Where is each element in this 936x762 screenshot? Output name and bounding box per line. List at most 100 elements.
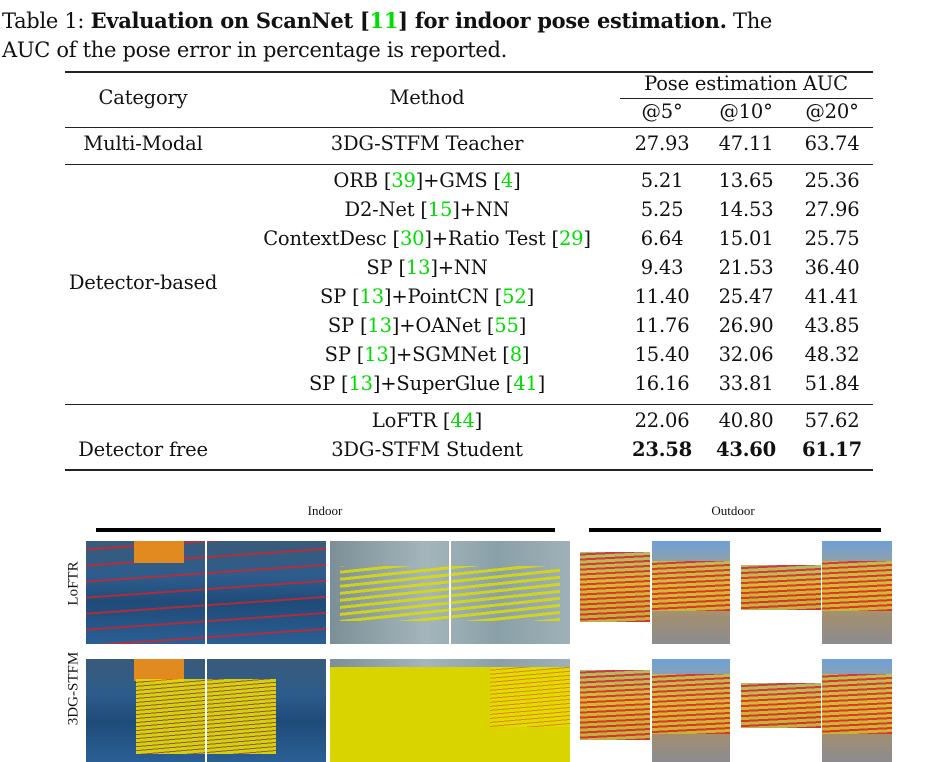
outdoor-scene-1-loftr-left xyxy=(580,552,650,622)
method-text: ] xyxy=(518,314,527,337)
indoor-label: Indoor xyxy=(307,503,343,518)
method-text: ]+SGMNet [ xyxy=(388,343,510,366)
citation-link[interactable]: 13 xyxy=(405,256,431,279)
indoor-scene-1-3dg-stfm-image xyxy=(86,659,326,762)
citation-link[interactable]: 52 xyxy=(502,285,527,308)
citation-link[interactable]: 44 xyxy=(450,409,475,432)
indoor-scene-1-loftr-image xyxy=(86,541,326,644)
auc-value-cell: 40.80 xyxy=(718,409,774,432)
method-text: ] xyxy=(474,409,483,432)
category-cell: Multi-Modal xyxy=(83,132,203,155)
header-pose-auc: Pose estimation AUC xyxy=(644,72,848,95)
method-cell: ORB [39]+GMS [4] xyxy=(333,169,520,192)
auc-value-cell: 26.90 xyxy=(718,314,774,337)
method-text: ]+GMS [ xyxy=(415,169,501,192)
header-threshold: @20° xyxy=(805,100,859,123)
auc-value-cell: 16.16 xyxy=(634,372,690,395)
outdoor-label: Outdoor xyxy=(711,503,755,518)
auc-value-cell: 11.76 xyxy=(634,314,690,337)
indoor-bar xyxy=(96,528,555,532)
method-cell: SP [13]+PointCN [52] xyxy=(320,285,534,308)
auc-value-cell: 27.96 xyxy=(804,198,860,221)
citation-link[interactable]: 30 xyxy=(399,227,425,250)
method-cell: D2-Net [15]+NN xyxy=(345,198,510,221)
auc-value-cell: 21.53 xyxy=(718,256,774,279)
citation-link[interactable]: 13 xyxy=(364,343,389,366)
citation-link[interactable]: 4 xyxy=(500,169,514,192)
auc-value-cell: 22.06 xyxy=(634,409,690,432)
method-cell: 3DG-STFM Teacher xyxy=(330,132,524,155)
group-rule xyxy=(65,404,873,405)
header-cmidrule xyxy=(620,98,873,99)
method-text: ] xyxy=(513,169,521,192)
auc-value-cell: 15.40 xyxy=(634,343,690,366)
outdoor-scene-2-loftr-left xyxy=(741,565,821,610)
indoor-scene-2-3dg-stfm-image xyxy=(330,659,570,762)
group-rule xyxy=(65,164,873,165)
header-category: Category xyxy=(98,86,188,109)
method-text: ]+PointCN [ xyxy=(383,285,503,308)
header-threshold: @10° xyxy=(719,100,773,123)
method-text: ] xyxy=(537,372,546,395)
auc-value-cell: 15.01 xyxy=(718,227,774,250)
citation-link[interactable]: 8 xyxy=(509,343,522,366)
method-text: SP [ xyxy=(366,256,406,279)
auc-value-cell: 27.93 xyxy=(634,132,690,155)
auc-value-cell: 63.74 xyxy=(804,132,860,155)
outdoor-scene-2-loftr-right xyxy=(822,541,892,644)
method-cell: ContextDesc [30]+Ratio Test [29] xyxy=(263,227,591,250)
outdoor-scene-1-3dg-stfm-left xyxy=(580,670,650,740)
method-text: SP [ xyxy=(327,314,368,337)
auc-value-cell: 32.06 xyxy=(718,343,774,366)
caption-label: Table 1: xyxy=(2,9,85,33)
method-text: 3DG-STFM Teacher xyxy=(330,132,524,155)
auc-value-cell: 25.75 xyxy=(804,227,860,250)
category-cell: Detector free xyxy=(78,438,208,461)
header-method: Method xyxy=(389,86,465,109)
auc-value-cell: 6.64 xyxy=(640,227,684,250)
method-text: ]+NN xyxy=(430,256,488,279)
auc-value-cell: 5.25 xyxy=(640,198,684,221)
method-cell: SP [13]+NN xyxy=(366,256,487,279)
auc-value-cell: 51.84 xyxy=(804,372,860,395)
header-threshold: @5° xyxy=(641,100,683,123)
auc-value-cell: 11.40 xyxy=(634,285,690,308)
auc-value-cell: 43.85 xyxy=(804,314,860,337)
method-text: ]+Ratio Test [ xyxy=(424,227,559,250)
citation-link[interactable]: 13 xyxy=(348,372,373,395)
caption-title-end: ] for indoor pose estimation. xyxy=(398,8,727,33)
method-cell: SP [13]+SuperGlue [41] xyxy=(309,372,545,395)
method-text: ] xyxy=(583,227,591,250)
auc-value-cell: 47.11 xyxy=(718,132,774,155)
method-cell: SP [13]+SGMNet [8] xyxy=(325,343,530,366)
auc-value-cell: 33.81 xyxy=(718,372,774,395)
citation-link[interactable]: 41 xyxy=(513,372,538,395)
auc-value-cell: 43.60 xyxy=(715,438,777,461)
auc-value-cell: 48.32 xyxy=(804,343,860,366)
method-cell: LoFTR [44] xyxy=(372,409,482,432)
citation-link[interactable]: 13 xyxy=(359,285,384,308)
citation-link[interactable]: 11 xyxy=(369,8,399,33)
auc-value-cell: 5.21 xyxy=(640,169,684,192)
caption-text: The xyxy=(732,9,773,33)
row-label-loftr: LoFTR xyxy=(65,561,82,606)
citation-link[interactable]: 13 xyxy=(367,314,392,337)
header-rule xyxy=(65,127,873,129)
method-text: ContextDesc [ xyxy=(263,227,400,250)
outdoor-scene-1-loftr-right xyxy=(652,541,730,644)
auc-value-cell: 36.40 xyxy=(804,256,860,279)
method-text: SP [ xyxy=(319,285,360,308)
method-text: ]+NN xyxy=(452,198,510,221)
citation-link[interactable]: 39 xyxy=(391,169,416,192)
table-top-rule xyxy=(65,71,873,73)
method-cell: SP [13]+OANet [55] xyxy=(328,314,526,337)
method-text: ] xyxy=(526,285,535,308)
method-text: ORB [ xyxy=(333,169,392,192)
citation-link[interactable]: 15 xyxy=(427,198,453,221)
citation-link[interactable]: 55 xyxy=(494,314,519,337)
category-cell: Detector-based xyxy=(68,270,218,294)
citation-link[interactable]: 29 xyxy=(558,227,584,250)
outdoor-bar xyxy=(589,528,881,532)
method-text: 3DG-STFM Student xyxy=(331,438,523,461)
outdoor-scene-2-3dg-stfm-left xyxy=(741,683,821,728)
